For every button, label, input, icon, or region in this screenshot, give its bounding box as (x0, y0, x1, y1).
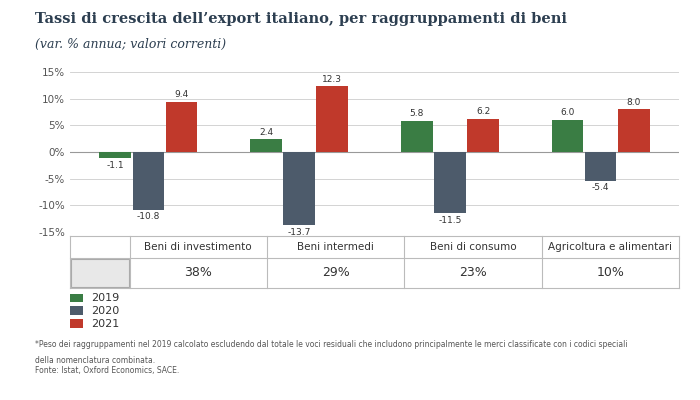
Text: -5.4: -5.4 (592, 184, 610, 192)
Text: 2.4: 2.4 (259, 128, 273, 136)
Bar (132, 152, 164, 210)
Text: Tassi di crescita dell’export italiano, per raggruppamenti di beni: Tassi di crescita dell’export italiano, … (35, 12, 567, 26)
Text: della nomenclatura combinata.: della nomenclatura combinata. (35, 356, 155, 365)
Text: 2019: 2019 (91, 293, 119, 303)
Text: -10.8: -10.8 (136, 212, 160, 221)
Text: Peso sul
totale*: Peso sul totale* (80, 262, 120, 284)
Text: -11.5: -11.5 (438, 216, 461, 225)
Text: 12.3: 12.3 (322, 75, 342, 84)
Text: (var. % annua; valori correnti): (var. % annua; valori correnti) (35, 38, 226, 51)
Text: Beni di investimento: Beni di investimento (144, 242, 252, 252)
Bar (552, 120, 583, 152)
Text: 29%: 29% (322, 266, 349, 280)
Text: Beni intermedi: Beni intermedi (297, 242, 374, 252)
Bar (284, 152, 315, 225)
Bar (250, 139, 282, 152)
Text: Fonte: Istat, Oxford Economics, SACE.: Fonte: Istat, Oxford Economics, SACE. (35, 366, 179, 376)
Text: 2020: 2020 (91, 306, 119, 316)
Text: -1.1: -1.1 (106, 160, 124, 170)
Text: 5.8: 5.8 (410, 109, 424, 118)
Bar (618, 109, 650, 152)
Bar (467, 119, 499, 152)
Text: 10%: 10% (596, 266, 624, 280)
Bar (166, 102, 197, 152)
Text: 9.4: 9.4 (174, 90, 189, 99)
Bar (316, 86, 348, 152)
Text: 6.2: 6.2 (476, 107, 490, 116)
Bar (584, 152, 617, 181)
Text: 23%: 23% (459, 266, 486, 280)
Text: Beni di consumo: Beni di consumo (430, 242, 517, 252)
Bar (99, 152, 131, 158)
Text: 2021: 2021 (91, 318, 119, 329)
Text: 38%: 38% (184, 266, 212, 280)
Bar (401, 121, 433, 152)
Bar (434, 152, 466, 213)
Text: Agricoltura e alimentari: Agricoltura e alimentari (548, 242, 672, 252)
Text: -13.7: -13.7 (288, 228, 311, 237)
Text: 6.0: 6.0 (560, 108, 575, 117)
Text: 8.0: 8.0 (626, 98, 641, 107)
Text: *Peso dei raggruppamenti nel 2019 calcolato escludendo dal totale le voci residu: *Peso dei raggruppamenti nel 2019 calcol… (35, 340, 628, 350)
